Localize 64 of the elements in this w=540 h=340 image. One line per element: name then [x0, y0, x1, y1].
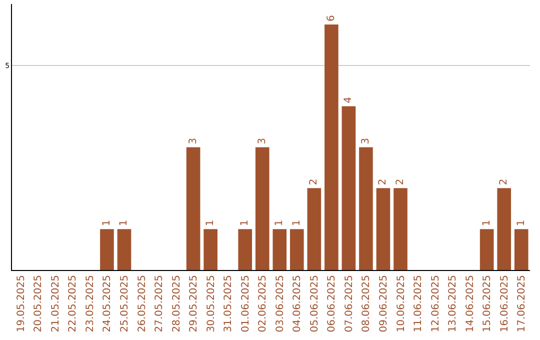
- x-tick-label: 07.06.2025: [344, 275, 355, 332]
- x-tick-label: 21.05.2025: [50, 275, 62, 332]
- bar: [204, 229, 218, 270]
- x-tick-label: 30.05.2025: [206, 275, 217, 332]
- bar: [186, 147, 200, 270]
- data-label: 1: [205, 220, 216, 226]
- data-label: 1: [118, 220, 130, 226]
- x-tick-label: 22.05.2025: [68, 275, 79, 332]
- bar: [342, 106, 356, 270]
- bar: [497, 188, 512, 270]
- x-tick-label: 24.05.2025: [102, 275, 114, 332]
- x-tick-label: 05.06.2025: [309, 275, 320, 332]
- bar: [376, 188, 390, 270]
- x-tick-label: 29.05.2025: [188, 275, 200, 332]
- data-label: 1: [481, 220, 492, 226]
- data-label: 3: [256, 138, 268, 144]
- data-label: 2: [308, 178, 320, 186]
- x-tick-label: 11.06.2025: [413, 275, 424, 332]
- x-tick-label: 27.05.2025: [154, 275, 166, 332]
- bar: [290, 229, 304, 270]
- x-tick-label: 10.06.2025: [396, 275, 407, 332]
- x-tick-label: 25.05.2025: [119, 275, 130, 332]
- bar: [394, 188, 408, 270]
- bar: [359, 147, 373, 270]
- data-label: 3: [188, 138, 199, 144]
- x-tick-label: 02.06.2025: [258, 275, 269, 332]
- x-tick-label: 04.06.2025: [292, 275, 304, 332]
- bar: [100, 229, 114, 270]
- data-label: 6: [326, 15, 337, 22]
- x-tick-label: 20.05.2025: [33, 275, 44, 332]
- x-tick-label: 08.06.2025: [361, 275, 372, 332]
- data-label: 2: [378, 178, 389, 186]
- data-label: 1: [101, 220, 112, 226]
- bar: [324, 24, 338, 270]
- x-tick-label: 09.06.2025: [378, 275, 390, 332]
- x-tick-label: 19.05.2025: [16, 275, 27, 332]
- x-tick-label: 13.06.2025: [448, 275, 459, 332]
- x-tick-label: 01.06.2025: [240, 275, 252, 332]
- x-tick-label: 26.05.2025: [136, 275, 148, 332]
- data-label: 1: [516, 220, 527, 226]
- data-label: 1: [240, 220, 251, 226]
- data-label: 2: [498, 178, 510, 186]
- x-tick-label: 03.06.2025: [274, 275, 286, 332]
- bar: [307, 188, 322, 270]
- x-tick-label: 28.05.2025: [171, 275, 182, 332]
- bar: [117, 229, 132, 270]
- bar: [480, 229, 494, 270]
- x-tick-label: 16.06.2025: [499, 275, 510, 332]
- x-tick-label: 17.06.2025: [516, 275, 528, 332]
- data-label: 3: [360, 138, 372, 144]
- data-label: 1: [291, 220, 302, 226]
- bar: [255, 147, 270, 270]
- data-label: 1: [274, 220, 286, 226]
- bar: [514, 229, 528, 270]
- data-label: 2: [395, 178, 406, 186]
- data-label: 4: [343, 96, 354, 104]
- x-tick-label: 23.05.2025: [84, 275, 96, 332]
- x-tick-label: 12.06.2025: [430, 275, 442, 332]
- x-tick-label: 15.06.2025: [482, 275, 494, 332]
- bar: [238, 229, 252, 270]
- x-tick-label: 06.06.2025: [326, 275, 338, 332]
- bar: [272, 229, 287, 270]
- x-tick-label: 14.06.2025: [464, 275, 476, 332]
- x-tick-label: 31.05.2025: [223, 275, 234, 332]
